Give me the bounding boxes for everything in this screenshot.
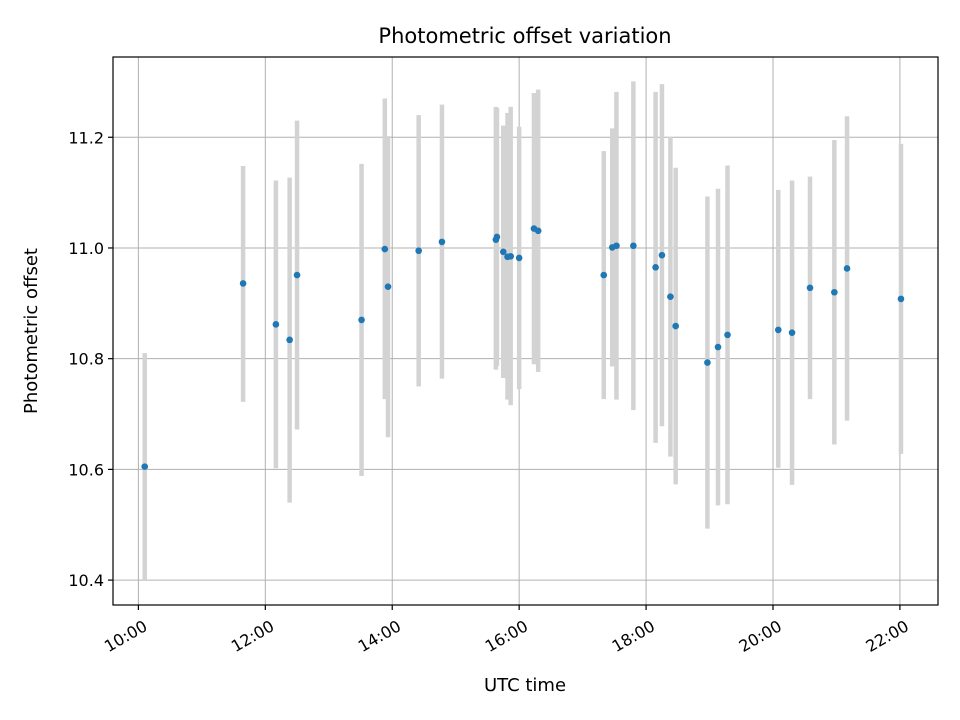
y-tick-label: 10.6 <box>68 460 104 479</box>
data-points <box>141 225 905 470</box>
grid-lines <box>113 57 938 605</box>
data-point <box>843 265 851 272</box>
x-axis-label: UTC time <box>484 675 566 696</box>
data-point <box>286 336 293 344</box>
data-point <box>384 283 392 291</box>
plot-frame <box>112 56 939 606</box>
data-point <box>714 343 722 351</box>
data-point <box>652 264 659 271</box>
y-tick-label: 10.4 <box>68 571 104 590</box>
data-point <box>704 359 711 366</box>
data-point <box>507 252 514 260</box>
data-point <box>613 242 620 250</box>
data-point <box>630 242 637 250</box>
data-point <box>788 329 796 336</box>
y-axis-label: Photometric offset <box>21 248 42 414</box>
data-point <box>600 271 608 279</box>
data-point <box>806 284 814 292</box>
y-tick-label: 11.0 <box>68 239 104 258</box>
data-point <box>658 251 666 259</box>
data-point <box>239 280 247 287</box>
data-point <box>438 238 446 246</box>
y-tick-label: 11.2 <box>68 128 104 147</box>
data-point <box>358 316 365 324</box>
data-point <box>415 247 422 255</box>
data-point <box>724 331 731 339</box>
chart-title: Photometric offset variation <box>378 24 671 48</box>
y-axis-ticks: 10.4 10.6 10.8 11.0 11.2 <box>68 128 113 590</box>
data-point <box>499 248 507 256</box>
data-point <box>493 233 501 241</box>
data-point <box>831 288 838 296</box>
data-point <box>515 254 523 262</box>
data-point <box>774 326 782 334</box>
data-point <box>381 245 389 253</box>
data-point <box>897 295 905 303</box>
data-point <box>667 293 674 300</box>
data-point <box>534 227 542 235</box>
data-point <box>293 271 301 279</box>
y-tick-label: 10.8 <box>68 350 104 369</box>
data-point <box>272 321 280 328</box>
data-point <box>141 463 149 470</box>
data-point <box>672 322 679 330</box>
